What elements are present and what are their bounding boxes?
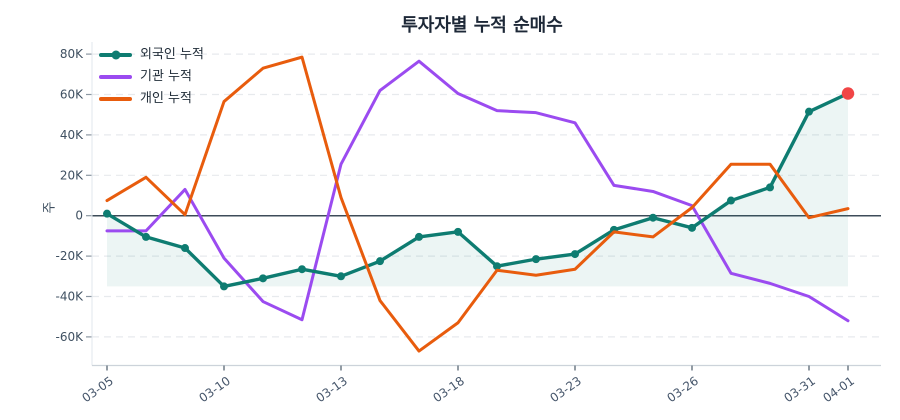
foreign-marker (571, 250, 579, 259)
y-tick-label: -40K (56, 290, 85, 304)
x-tick-label: 03-05 (79, 374, 116, 405)
y-tick-label: -20K (56, 249, 85, 263)
foreign-marker (142, 232, 150, 241)
x-tick-label: 03-23 (547, 374, 584, 405)
foreign-marker (220, 282, 228, 291)
foreign-marker (766, 183, 774, 192)
foreign-marker (259, 274, 267, 283)
x-tick-label: 03-18 (430, 374, 467, 405)
legend-label-individual: 개인 누적 (140, 91, 192, 106)
legend-label-foreign: 외국인 누적 (140, 47, 204, 62)
x-tick-label: 03-10 (196, 374, 233, 405)
y-tick-label: 40K (60, 128, 84, 142)
foreign-markers (103, 107, 813, 291)
foreign-marker (649, 213, 657, 222)
foreign-marker (376, 257, 384, 266)
x-axis-ticks: 03-05 03-10 03-13 03-18 03-23 03-26 03-31 04-01 (79, 365, 857, 405)
legend: 외국인 누적 기관 누적 개인 누적 (99, 47, 204, 107)
gridlines: 80K 60K 40K 20K 0 -20K -40K -60K (56, 47, 881, 344)
x-tick-label: 03-31 (781, 374, 818, 405)
foreign-marker (103, 209, 111, 218)
foreign-marker (337, 272, 345, 281)
foreign-marker (493, 262, 501, 271)
foreign-marker (181, 244, 189, 253)
y-tick-label: 60K (60, 88, 84, 102)
x-tick-label: 03-13 (313, 374, 350, 405)
x-tick-label: 04-01 (820, 374, 857, 405)
chart-title: 투자자별 누적 순매수 (401, 15, 563, 36)
foreign-marker (532, 255, 540, 264)
legend-item-foreign: 외국인 누적 (99, 47, 204, 63)
legend-label-institution: 기관 누적 (140, 69, 192, 84)
foreign-marker (727, 196, 735, 205)
institution-line-swatch (99, 75, 132, 79)
foreign-marker (805, 107, 813, 116)
institution-line (105, 59, 850, 323)
y-tick-label: 20K (60, 168, 84, 182)
foreign-marker (298, 265, 306, 274)
y-tick-label: 80K (60, 47, 84, 61)
foreign-area-fill (107, 93, 848, 287)
individual-line (105, 55, 850, 353)
endpoint-highlight-dot (841, 87, 855, 100)
x-tick-label: 03-26 (664, 374, 701, 405)
foreign-marker (415, 232, 423, 241)
foreign-marker (688, 223, 696, 232)
legend-item-individual: 개인 누적 (99, 91, 204, 107)
foreign-line (105, 91, 850, 289)
y-tick-label: 0 (75, 209, 83, 223)
individual-line-swatch (99, 97, 132, 101)
legend-item-institution: 기관 누적 (99, 69, 204, 85)
foreign-line-swatch (99, 50, 132, 60)
y-tick-label: -60K (56, 330, 85, 344)
foreign-marker-dot (111, 50, 120, 60)
foreign-marker (454, 227, 462, 236)
